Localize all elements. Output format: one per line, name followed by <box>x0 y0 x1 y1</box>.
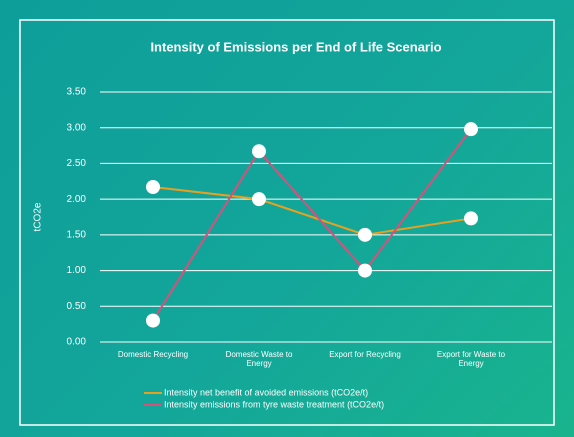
y-tick-label: 3.00 <box>67 122 87 133</box>
frame <box>19 19 555 426</box>
point <box>252 192 266 207</box>
y-tick-label: 0.50 <box>67 301 87 312</box>
chart-title: Intensity of Emissions per End of Life S… <box>150 39 441 54</box>
point <box>464 211 478 226</box>
point <box>146 313 160 328</box>
y-tick-label: 2.50 <box>67 158 87 169</box>
series-line <box>152 128 472 322</box>
legend-label: Intensity emissions from tyre waste trea… <box>164 399 384 409</box>
x-tick-label: Domestic Recycling <box>117 350 189 359</box>
x-tick-label: Domestic Waste to Energy <box>225 350 293 368</box>
y-tick-label: 1.00 <box>67 265 87 276</box>
point <box>252 144 266 159</box>
y-tick-label: 0.00 <box>67 337 87 348</box>
y-axis-label: tCO2e <box>33 202 44 231</box>
y-tick-label: 1.50 <box>67 229 87 240</box>
x-tick-label: Export for Recycling <box>329 350 401 359</box>
series-line <box>152 186 472 236</box>
point <box>358 263 372 278</box>
point <box>358 227 372 242</box>
legend-label: Intensity net benefit of avoided emissio… <box>164 387 368 397</box>
y-tick-label: 3.50 <box>67 87 87 98</box>
x-tick-label: Export for Waste to Energy <box>436 350 506 368</box>
y-tick-label: 2.00 <box>67 194 87 205</box>
point <box>464 122 478 137</box>
point <box>146 180 160 194</box>
